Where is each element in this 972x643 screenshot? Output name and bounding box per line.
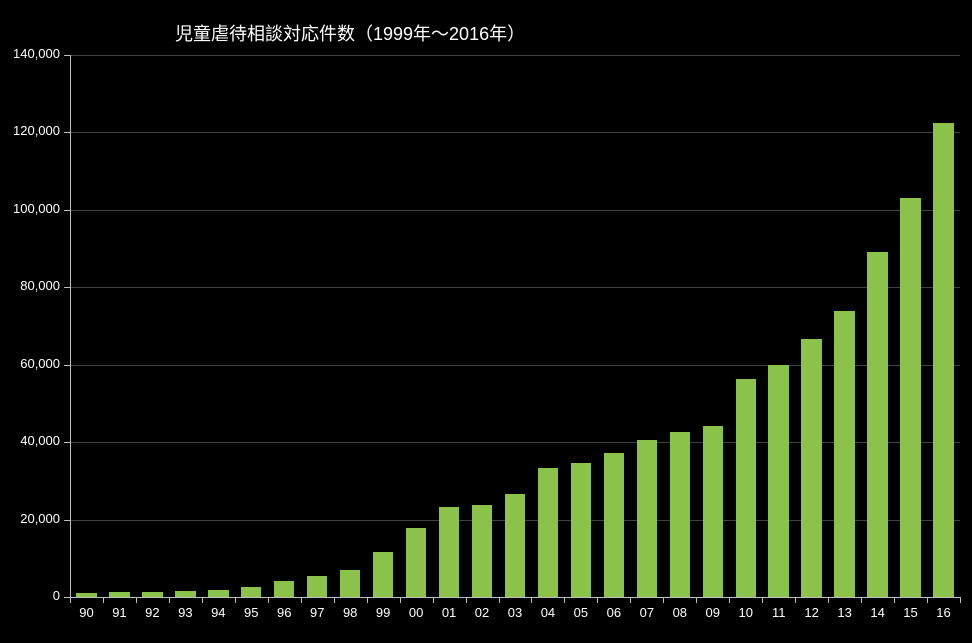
x-tick-label: 02 [466, 605, 499, 620]
x-tick-mark [564, 597, 565, 603]
x-tick-label: 11 [762, 605, 795, 620]
x-tick-label: 98 [334, 605, 367, 620]
grid-line [70, 442, 960, 443]
x-tick-mark [927, 597, 928, 603]
x-tick-label: 13 [828, 605, 861, 620]
bar [472, 505, 492, 597]
bar [637, 440, 657, 597]
bar [768, 365, 788, 597]
bar [867, 252, 887, 597]
x-tick-mark [499, 597, 500, 603]
x-tick-mark [696, 597, 697, 603]
x-tick-label: 96 [268, 605, 301, 620]
x-tick-mark [894, 597, 895, 603]
x-tick-mark [103, 597, 104, 603]
x-tick-label: 97 [301, 605, 334, 620]
x-tick-label: 05 [564, 605, 597, 620]
bar [505, 494, 525, 597]
bar [801, 339, 821, 597]
bar-chart: 児童虐待相談対応件数（1999年～2016年） 0 20,000 40,000 60,… [0, 0, 972, 643]
bar [933, 123, 953, 597]
grid-line [70, 210, 960, 211]
x-tick-mark [762, 597, 763, 603]
x-tick-label: 94 [202, 605, 235, 620]
x-tick-mark [630, 597, 631, 603]
bar [307, 576, 327, 597]
x-tick-mark [597, 597, 598, 603]
x-tick-mark [70, 597, 71, 603]
x-axis [70, 597, 960, 598]
y-axis [70, 55, 71, 597]
x-tick-mark [235, 597, 236, 603]
bar [703, 426, 723, 597]
y-tick-label: 120,000 [13, 123, 60, 138]
x-tick-label: 07 [630, 605, 663, 620]
bar [736, 379, 756, 597]
plot-area [70, 55, 960, 597]
x-tick-mark [169, 597, 170, 603]
x-tick-label: 10 [729, 605, 762, 620]
x-tick-label: 08 [663, 605, 696, 620]
x-tick-label: 93 [169, 605, 202, 620]
grid-line [70, 132, 960, 133]
x-tick-mark [663, 597, 664, 603]
x-tick-label: 04 [531, 605, 564, 620]
y-tick-label: 20,000 [20, 511, 60, 526]
x-tick-label: 99 [367, 605, 400, 620]
y-tick-label: 0 [53, 588, 60, 603]
bar [241, 587, 261, 597]
x-tick-label: 14 [861, 605, 894, 620]
bar [604, 453, 624, 597]
y-tick-label: 140,000 [13, 46, 60, 61]
y-tick-label: 60,000 [20, 356, 60, 371]
x-tick-mark [828, 597, 829, 603]
x-tick-mark [136, 597, 137, 603]
bar [670, 432, 690, 597]
x-tick-label: 91 [103, 605, 136, 620]
x-tick-label: 16 [927, 605, 960, 620]
y-tick-label: 40,000 [20, 433, 60, 448]
x-tick-mark [960, 597, 961, 603]
bar [208, 590, 228, 597]
bar [571, 463, 591, 597]
x-tick-mark [466, 597, 467, 603]
x-tick-label: 01 [433, 605, 466, 620]
grid-line [70, 287, 960, 288]
x-tick-label: 12 [795, 605, 828, 620]
x-tick-mark [400, 597, 401, 603]
x-tick-mark [729, 597, 730, 603]
x-tick-mark [531, 597, 532, 603]
x-tick-mark [268, 597, 269, 603]
bar [406, 528, 426, 597]
x-tick-label: 95 [235, 605, 268, 620]
x-tick-label: 03 [499, 605, 532, 620]
grid-line [70, 365, 960, 366]
x-tick-mark [367, 597, 368, 603]
x-tick-mark [795, 597, 796, 603]
x-tick-mark [334, 597, 335, 603]
bar [834, 311, 854, 597]
y-tick-label: 100,000 [13, 201, 60, 216]
x-tick-label: 92 [136, 605, 169, 620]
x-tick-label: 00 [400, 605, 433, 620]
bar [439, 507, 459, 597]
bar [340, 570, 360, 597]
x-tick-label: 06 [597, 605, 630, 620]
x-tick-mark [861, 597, 862, 603]
bar [274, 581, 294, 597]
x-tick-mark [301, 597, 302, 603]
x-tick-mark [202, 597, 203, 603]
bar [538, 468, 558, 597]
x-tick-mark [433, 597, 434, 603]
bar [900, 198, 920, 597]
x-tick-label: 15 [894, 605, 927, 620]
y-tick-label: 80,000 [20, 278, 60, 293]
chart-title: 児童虐待相談対応件数（1999年～2016年） [175, 20, 525, 46]
x-tick-label: 09 [696, 605, 729, 620]
grid-line [70, 55, 960, 56]
bar [373, 552, 393, 597]
x-tick-label: 90 [70, 605, 103, 620]
